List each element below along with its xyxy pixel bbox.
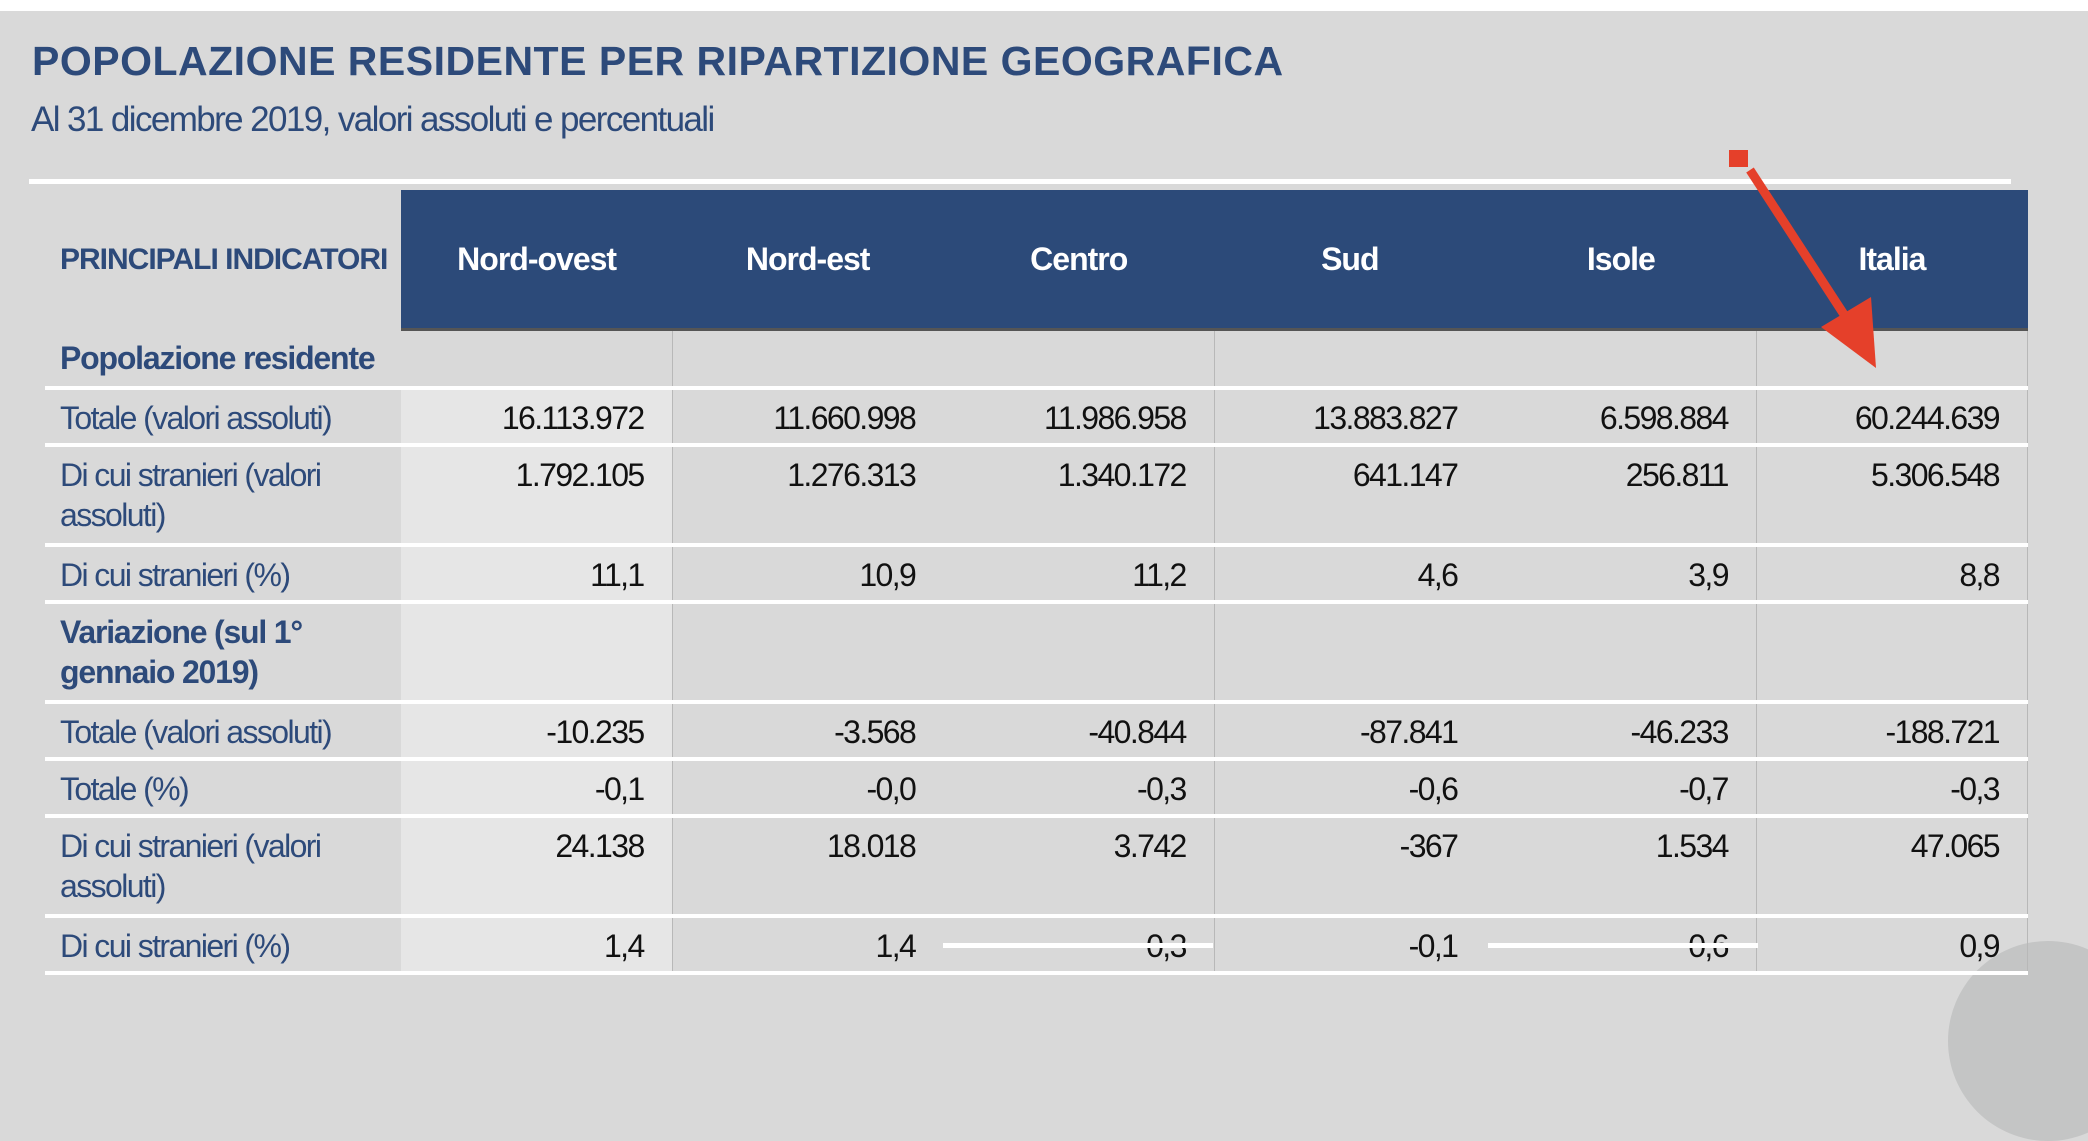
row-label: Di cui stranieri (valori assoluti) — [45, 442, 402, 545]
column-header: Isole — [1485, 190, 1757, 331]
column-header: Nord-ovest — [401, 190, 673, 331]
value-cell: 11,2 — [943, 542, 1215, 602]
arrow-tail-square — [1729, 150, 1748, 167]
value-cell: 3.742 — [943, 813, 1215, 916]
row-label: Totale (valori assoluti) — [45, 699, 402, 759]
column-header: Italia — [1756, 190, 2028, 331]
value-cell: 641.147 — [1213, 442, 1486, 545]
value-cell: -0,6 — [1213, 756, 1486, 816]
value-cell: 24.138 — [401, 813, 673, 916]
value-cell: 11.660.998 — [671, 385, 944, 445]
value-cell: -0,3 — [1755, 756, 2029, 816]
value-cell: -46.233 — [1485, 699, 1757, 759]
table-row: Totale (%) -0,1 -0,0 -0,3 -0,6 -0,7 -0,3 — [45, 756, 2029, 816]
value-cell: 1.276.313 — [671, 442, 944, 545]
section-row: Popolazione residente — [45, 329, 2029, 388]
row-label: Totale (%) — [45, 756, 402, 816]
value-cell: 10,9 — [671, 542, 944, 602]
arrow-shaft — [1746, 167, 1862, 339]
section-label: Popolazione residente — [60, 339, 376, 376]
row-label: Di cui stranieri (%) — [45, 913, 402, 975]
value-cell: 16.113.972 — [401, 385, 673, 445]
value-cell: 1,4 — [401, 913, 673, 975]
header-label: PRINCIPALI INDICATORI — [60, 242, 388, 276]
empty-cell — [1213, 599, 1486, 702]
value-cell: 5.306.548 — [1755, 442, 2029, 545]
empty-cell — [1485, 599, 1757, 702]
value-cell: -0,1 — [1213, 913, 1486, 975]
value-cell: -40.844 — [943, 699, 1215, 759]
divider — [29, 179, 2011, 184]
value-cell: -0,7 — [1485, 756, 1757, 816]
empty-cell — [671, 329, 944, 388]
value-cell: -0,0 — [671, 756, 944, 816]
value-cell: -188.721 — [1755, 699, 2029, 759]
table-row: Di cui stranieri (valori assoluti) 1.792.… — [45, 442, 2029, 545]
value-cell: 13.883.827 — [1213, 385, 1486, 445]
table-row: Di cui stranieri (%) 11,1 10,9 11,2 4,6 3,9 8,… — [45, 542, 2029, 602]
section-label: Variazione (sul 1° gennaio 2019) — [45, 599, 402, 702]
row-label: Totale (valori assoluti) — [45, 385, 402, 445]
table-row: Totale (valori assoluti) 16.113.972 11.660… — [45, 385, 2029, 445]
table-header-row: PRINCIPALI INDICATORI Nord-ovest Nord-es… — [45, 190, 2028, 331]
empty-cell — [1755, 599, 2029, 702]
white-mark — [1488, 943, 1758, 948]
empty-cell — [401, 329, 673, 388]
top-strip — [0, 0, 2088, 11]
empty-cell — [1755, 329, 2029, 388]
red-arrow-icon — [1729, 150, 1876, 368]
page-subtitle: Al 31 dicembre 2019, valori assoluti e p… — [31, 100, 715, 139]
column-header: Centro — [943, 190, 1215, 331]
value-cell: -0,1 — [401, 756, 673, 816]
value-cell: -10.235 — [401, 699, 673, 759]
column-header: Sud — [1214, 190, 1486, 331]
value-cell: -0,3 — [943, 756, 1215, 816]
empty-cell — [943, 599, 1215, 702]
value-cell: 60.244.639 — [1755, 385, 2029, 445]
value-cell: 47.065 — [1755, 813, 2029, 916]
arrow-head — [1821, 297, 1876, 368]
value-cell: -3.568 — [671, 699, 944, 759]
page-title: POPOLAZIONE RESIDENTE PER RIPARTIZIONE G… — [32, 38, 1284, 84]
value-cell: 256.811 — [1485, 442, 1757, 545]
row-label: Di cui stranieri (%) — [45, 542, 402, 602]
section-row: Variazione (sul 1° gennaio 2019) — [45, 599, 2029, 702]
population-table: PRINCIPALI INDICATORI Nord-ovest Nord-es… — [45, 190, 2029, 975]
white-mark — [943, 943, 1213, 948]
empty-cell — [401, 599, 673, 702]
value-cell: 6.598.884 — [1485, 385, 1757, 445]
empty-cell — [1213, 329, 1486, 388]
value-cell: 11.986.958 — [943, 385, 1215, 445]
value-cell: -367 — [1213, 813, 1486, 916]
value-cell: 1.340.172 — [943, 442, 1215, 545]
value-cell: 1,4 — [671, 913, 944, 975]
table-row: Totale (valori assoluti) -10.235 -3.568 -40… — [45, 699, 2029, 759]
column-header: Nord-est — [672, 190, 944, 331]
value-cell: 0,9 — [1755, 913, 2029, 975]
value-cell: 4,6 — [1213, 542, 1486, 602]
value-cell: 8,8 — [1755, 542, 2029, 602]
value-cell: 3,9 — [1485, 542, 1757, 602]
value-cell: 11,1 — [401, 542, 673, 602]
value-cell: -87.841 — [1213, 699, 1486, 759]
row-label: Di cui stranieri (valori assoluti) — [45, 813, 402, 916]
value-cell: 1.792.105 — [401, 442, 673, 545]
value-cell: 18.018 — [671, 813, 944, 916]
table-row: Di cui stranieri (valori assoluti) 24.138… — [45, 813, 2029, 916]
value-cell: 1.534 — [1485, 813, 1757, 916]
empty-cell — [671, 599, 944, 702]
